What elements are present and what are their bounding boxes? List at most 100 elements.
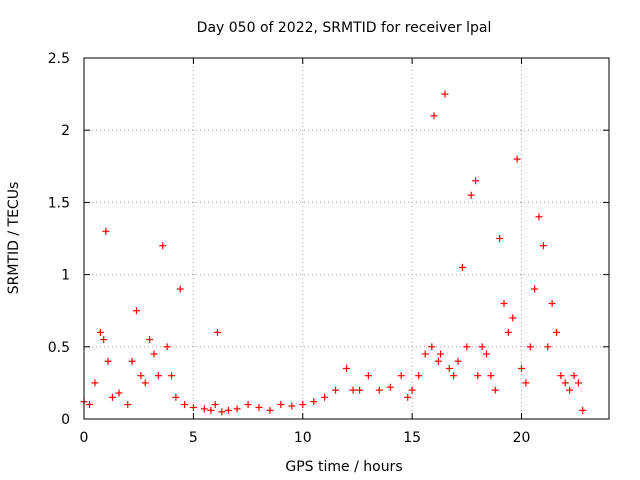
data-point (397, 372, 405, 380)
data-point (150, 350, 158, 358)
data-point (445, 364, 453, 372)
data-point (137, 372, 145, 380)
data-point (483, 350, 490, 358)
data-point (472, 177, 480, 185)
data-point (364, 372, 372, 380)
data-point (437, 350, 445, 358)
data-point (154, 372, 162, 380)
data-point (321, 393, 329, 401)
data-point (404, 393, 412, 401)
data-point (491, 386, 499, 394)
data-point (553, 328, 560, 336)
data-point (434, 357, 442, 365)
data-point (441, 90, 449, 98)
data-point (518, 364, 525, 372)
data-point (454, 357, 462, 365)
data-point (386, 383, 394, 391)
data-point (146, 336, 154, 344)
data-point (159, 242, 167, 250)
data-point (124, 401, 132, 409)
data-point (421, 350, 429, 358)
data-point (168, 372, 175, 380)
chart-title: Day 050 of 2022, SRMTID for receiver lpa… (197, 20, 492, 36)
data-point (570, 372, 578, 380)
data-point (428, 343, 436, 351)
plot-border (83, 57, 610, 420)
data-point (115, 389, 123, 397)
data-point (181, 401, 189, 409)
y-axis-label: SRMTID / TECUs (6, 182, 22, 295)
data-point (513, 155, 521, 163)
data-point (310, 398, 318, 406)
data-point (299, 401, 307, 409)
data-point (579, 406, 587, 414)
data-point (561, 379, 569, 387)
y-tick-label: 0.5 (48, 340, 70, 356)
data-point (566, 386, 574, 394)
data-point (224, 406, 232, 414)
data-point (539, 242, 547, 250)
data-point (450, 372, 458, 380)
data-point (332, 386, 340, 394)
data-point (172, 393, 180, 401)
data-point (408, 386, 416, 394)
data-point (200, 405, 208, 413)
data-point (349, 386, 357, 394)
data-point (504, 328, 512, 336)
data-point (277, 401, 285, 409)
data-point (557, 372, 565, 380)
data-point (463, 343, 471, 351)
data-point (100, 336, 108, 344)
y-tick-label: 0 (61, 412, 70, 428)
data-point (288, 402, 296, 410)
x-tick-label: 0 (80, 430, 89, 446)
y-tick-label: 2.5 (48, 51, 70, 67)
data-point (548, 299, 556, 307)
data-point (356, 386, 364, 394)
data-point (104, 357, 112, 365)
x-axis-label: GPS time / hours (285, 459, 402, 475)
x-tick-label: 10 (294, 430, 312, 446)
data-point (509, 314, 517, 322)
data-point (535, 213, 543, 221)
data-point (218, 408, 226, 416)
data-points (80, 90, 587, 416)
data-point (176, 285, 184, 293)
y-tick-label: 1 (61, 268, 70, 284)
x-tick-label: 20 (513, 430, 531, 446)
data-point (141, 379, 149, 387)
data-point (430, 112, 438, 120)
data-point (102, 227, 110, 235)
grid-lines (84, 58, 609, 419)
data-point (544, 343, 552, 351)
data-point (244, 401, 252, 409)
data-point (108, 393, 116, 401)
data-point (487, 372, 495, 380)
x-tick-label: 15 (403, 430, 421, 446)
y-tick-label: 2 (61, 123, 70, 139)
data-point (266, 406, 274, 414)
data-point (85, 401, 93, 409)
data-point (96, 328, 104, 336)
data-point (415, 372, 423, 380)
data-point (189, 403, 197, 411)
axis-ticks: 0 5 10 15 20 0 0.5 1 1.5 2 2.5 (48, 51, 609, 446)
data-point (163, 343, 171, 351)
data-point (478, 343, 486, 351)
data-point (343, 364, 350, 372)
data-point (375, 386, 383, 394)
data-point (133, 307, 140, 315)
data-point (128, 357, 136, 365)
data-point (207, 406, 215, 414)
y-tick-label: 1.5 (48, 195, 70, 211)
x-tick-label: 5 (189, 430, 198, 446)
data-point (496, 235, 504, 242)
data-point (526, 343, 534, 351)
data-point (255, 403, 263, 411)
data-point (213, 328, 221, 336)
data-point (531, 285, 539, 293)
data-point (522, 379, 530, 387)
data-point (467, 191, 475, 199)
data-point (233, 405, 241, 413)
